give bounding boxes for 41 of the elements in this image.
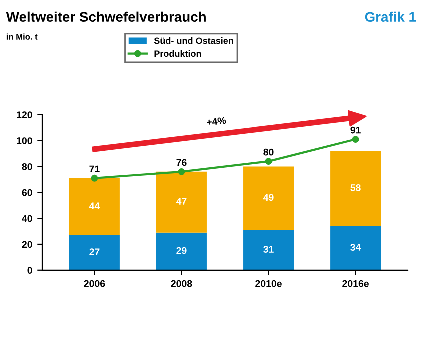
bar (244, 230, 294, 270)
x-tick-label: 2006 (84, 280, 106, 288)
total-label: 80 (264, 148, 274, 156)
point (91, 174, 98, 182)
x-tick-label: 2008 (171, 280, 192, 288)
bar (330, 151, 382, 226)
data-label: 27 (90, 248, 100, 256)
chart-subtitle: in Mio. t (6, 34, 38, 40)
y-tick-label: 40 (22, 215, 32, 222)
y-tick-label: 60 (22, 189, 32, 196)
y-tick-label: 80 (22, 163, 32, 170)
y-tick-label: 20 (22, 241, 32, 248)
x-tick-label: 2010e (256, 280, 282, 288)
chart-title: Weltweiter Schwefelverbrauch (6, 12, 206, 22)
total-label: 71 (90, 166, 100, 173)
data-label: 47 (176, 198, 187, 205)
x-tick-label: 2016e (342, 280, 369, 288)
text: Grafik 1 (365, 12, 416, 22)
point (352, 136, 360, 144)
point (265, 158, 272, 166)
bar (156, 172, 207, 233)
data-label: 44 (89, 202, 100, 210)
data-label: 58 (350, 184, 361, 192)
y-tick-label: 0 (28, 267, 32, 274)
total-label: 91 (350, 126, 361, 134)
bar (156, 232, 207, 270)
data-label: 29 (176, 247, 187, 254)
bar (69, 178, 120, 236)
y-tick-label: 120 (17, 112, 32, 119)
annotation: +4% (206, 117, 226, 126)
data-label: 31 (264, 246, 274, 253)
bar (69, 235, 120, 270)
legend-label: Produktion (154, 50, 202, 58)
data-label: 49 (264, 194, 274, 202)
bar (330, 226, 382, 270)
bar (244, 166, 294, 230)
total-label: 76 (176, 159, 187, 166)
point (178, 168, 186, 176)
legend-label: Süd- und Ostasien (154, 38, 234, 44)
y-tick-label: 100 (17, 138, 32, 144)
data-label: 34 (350, 244, 362, 251)
